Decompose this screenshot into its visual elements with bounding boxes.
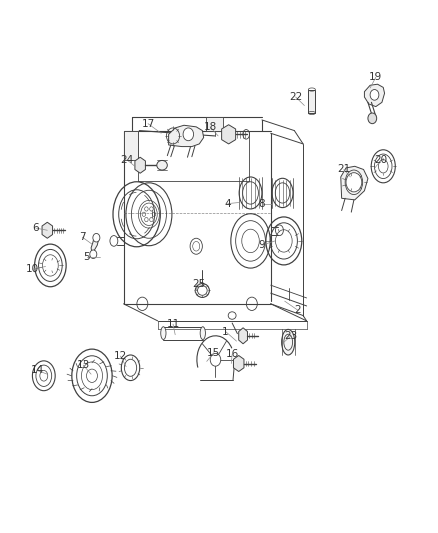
Polygon shape bbox=[169, 125, 204, 147]
Text: 12: 12 bbox=[114, 351, 127, 361]
Polygon shape bbox=[308, 90, 315, 113]
Circle shape bbox=[346, 173, 362, 192]
Text: 5: 5 bbox=[83, 252, 90, 262]
Ellipse shape bbox=[157, 160, 167, 170]
Text: 7: 7 bbox=[79, 232, 86, 242]
Polygon shape bbox=[91, 236, 99, 256]
Text: 2: 2 bbox=[294, 305, 301, 315]
Polygon shape bbox=[135, 157, 145, 173]
Polygon shape bbox=[42, 222, 53, 238]
Polygon shape bbox=[341, 166, 368, 200]
Text: 25: 25 bbox=[193, 279, 206, 288]
Text: 22: 22 bbox=[289, 92, 302, 102]
Polygon shape bbox=[206, 117, 223, 131]
Text: 16: 16 bbox=[226, 350, 239, 359]
Text: 8: 8 bbox=[258, 199, 265, 208]
Text: 1: 1 bbox=[222, 327, 229, 336]
Text: 9: 9 bbox=[258, 240, 265, 250]
Ellipse shape bbox=[161, 327, 166, 340]
Polygon shape bbox=[124, 131, 138, 160]
Ellipse shape bbox=[282, 329, 295, 355]
Text: 4: 4 bbox=[224, 199, 231, 208]
Circle shape bbox=[183, 128, 194, 141]
Text: 13: 13 bbox=[77, 360, 90, 370]
Text: 6: 6 bbox=[32, 223, 39, 233]
Circle shape bbox=[210, 353, 221, 366]
Text: 19: 19 bbox=[369, 72, 382, 82]
Text: 24: 24 bbox=[120, 155, 134, 165]
Text: 18: 18 bbox=[204, 122, 217, 132]
Polygon shape bbox=[364, 84, 385, 107]
Text: 11: 11 bbox=[166, 319, 180, 329]
Polygon shape bbox=[239, 328, 247, 344]
Circle shape bbox=[370, 90, 379, 100]
Circle shape bbox=[93, 233, 100, 242]
Text: 10: 10 bbox=[26, 264, 39, 274]
Polygon shape bbox=[222, 125, 236, 144]
Polygon shape bbox=[233, 356, 244, 372]
Text: 15: 15 bbox=[207, 348, 220, 358]
Text: 20: 20 bbox=[374, 155, 388, 165]
Text: 17: 17 bbox=[141, 119, 155, 128]
Text: 23: 23 bbox=[285, 331, 298, 341]
Circle shape bbox=[368, 113, 377, 124]
Text: 14: 14 bbox=[31, 366, 44, 375]
Circle shape bbox=[90, 250, 97, 259]
Text: 21: 21 bbox=[337, 165, 350, 174]
Ellipse shape bbox=[200, 327, 205, 340]
